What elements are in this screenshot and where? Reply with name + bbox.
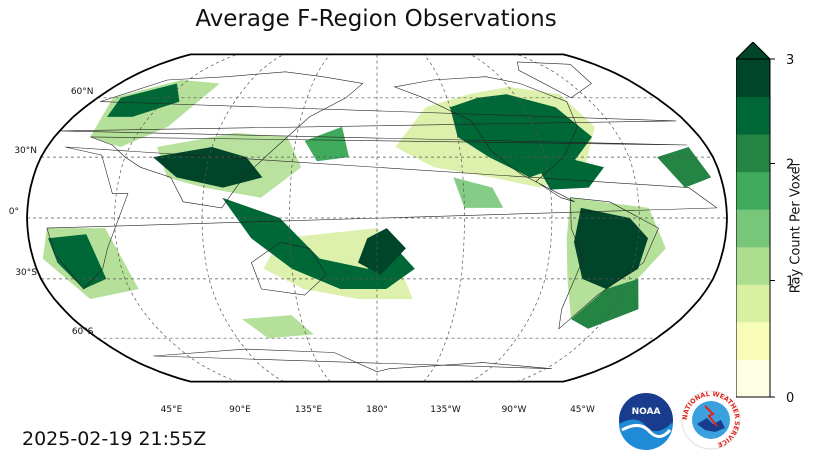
colorbar-gradient [736, 59, 770, 398]
colorbar-tick-label: 0 [786, 391, 794, 404]
colorbar-segment [736, 359, 770, 398]
continent-outline [59, 71, 688, 209]
ray-count-region [242, 315, 314, 339]
colorbar-segment [736, 59, 770, 98]
continent-outline [251, 241, 327, 296]
continent-outline [558, 197, 659, 330]
longitude-label: 135°W [430, 405, 461, 415]
meridian-line [423, 54, 465, 382]
meridian-line [289, 54, 331, 382]
meridian-line [469, 54, 553, 382]
longitude-label: 45°W [570, 405, 595, 415]
longitude-label: 180° [366, 405, 388, 415]
ray-count-region [90, 80, 220, 147]
meridian-line [516, 54, 640, 382]
meridian-line [201, 54, 285, 382]
latitude-label: 60°S [72, 327, 94, 337]
colorbar-tick-label: 3 [786, 53, 794, 68]
colorbar: 0 1 2 3 [736, 42, 794, 404]
map-boundary [26, 53, 728, 383]
latitude-label: 30°N [14, 146, 37, 156]
coastlines [46, 61, 718, 373]
longitude-label: 90°W [502, 405, 527, 415]
colorbar-segment [736, 209, 770, 248]
ray-count-region [358, 228, 406, 275]
graticule [27, 54, 727, 382]
agency-logos: NOAA NATIONAL WEATHER SERVICE [619, 390, 741, 451]
ray-count-region [574, 207, 648, 289]
colorbar-label: Ray Count Per Voxel [788, 162, 804, 294]
colorbar-tick-label: 2 [786, 158, 794, 173]
ray-count-region [48, 234, 107, 289]
ray-count-region [304, 126, 349, 162]
colorbar-segment [736, 96, 770, 135]
colorbar-segment [736, 134, 770, 173]
ray-count-region [107, 83, 180, 117]
colorbar-segment [736, 321, 770, 360]
latitude-label: 60°N [71, 87, 94, 97]
nws-logo: NATIONAL WEATHER SERVICE [681, 390, 741, 450]
colorbar-segment [736, 246, 770, 285]
meridian-line [114, 54, 238, 382]
colorbar-segment [736, 171, 770, 210]
ray-count-field [42, 80, 712, 339]
map-title: Average F-Region Observations [195, 6, 557, 32]
continent-outline [153, 348, 552, 373]
colorbar-ticks: 0 1 2 3 [770, 53, 794, 404]
latitude-label: 0° [9, 207, 19, 217]
noaa-logo: NOAA [619, 393, 674, 451]
continent-outline [517, 61, 592, 99]
colorbar-tick-label: 1 [786, 275, 794, 290]
continent-outline [393, 76, 578, 203]
longitude-label: 135°E [295, 405, 323, 415]
colorbar-frame [736, 58, 771, 398]
continent-outline [46, 146, 718, 290]
ray-count-region [571, 278, 639, 329]
ray-count-region [222, 197, 415, 289]
longitude-label: 90°E [229, 405, 251, 415]
longitude-label: 45°E [161, 405, 183, 415]
colorbar-segment [736, 284, 770, 323]
noaa-logo-text: NOAA [632, 407, 661, 417]
latitude-labels: 60°N 30°N 0° 30°S 60°S [9, 87, 94, 337]
ray-count-region [450, 94, 592, 178]
ray-count-region [657, 147, 712, 188]
latitude-label: 30°S [15, 268, 37, 278]
longitude-labels: 45°E 90°E 135°E 180° 135°W 90°W 45°W [161, 405, 595, 415]
timestamp: 2025-02-19 21:55Z [22, 428, 207, 450]
colorbar-extend-arrow [736, 42, 772, 60]
ray-count-region [453, 177, 504, 208]
